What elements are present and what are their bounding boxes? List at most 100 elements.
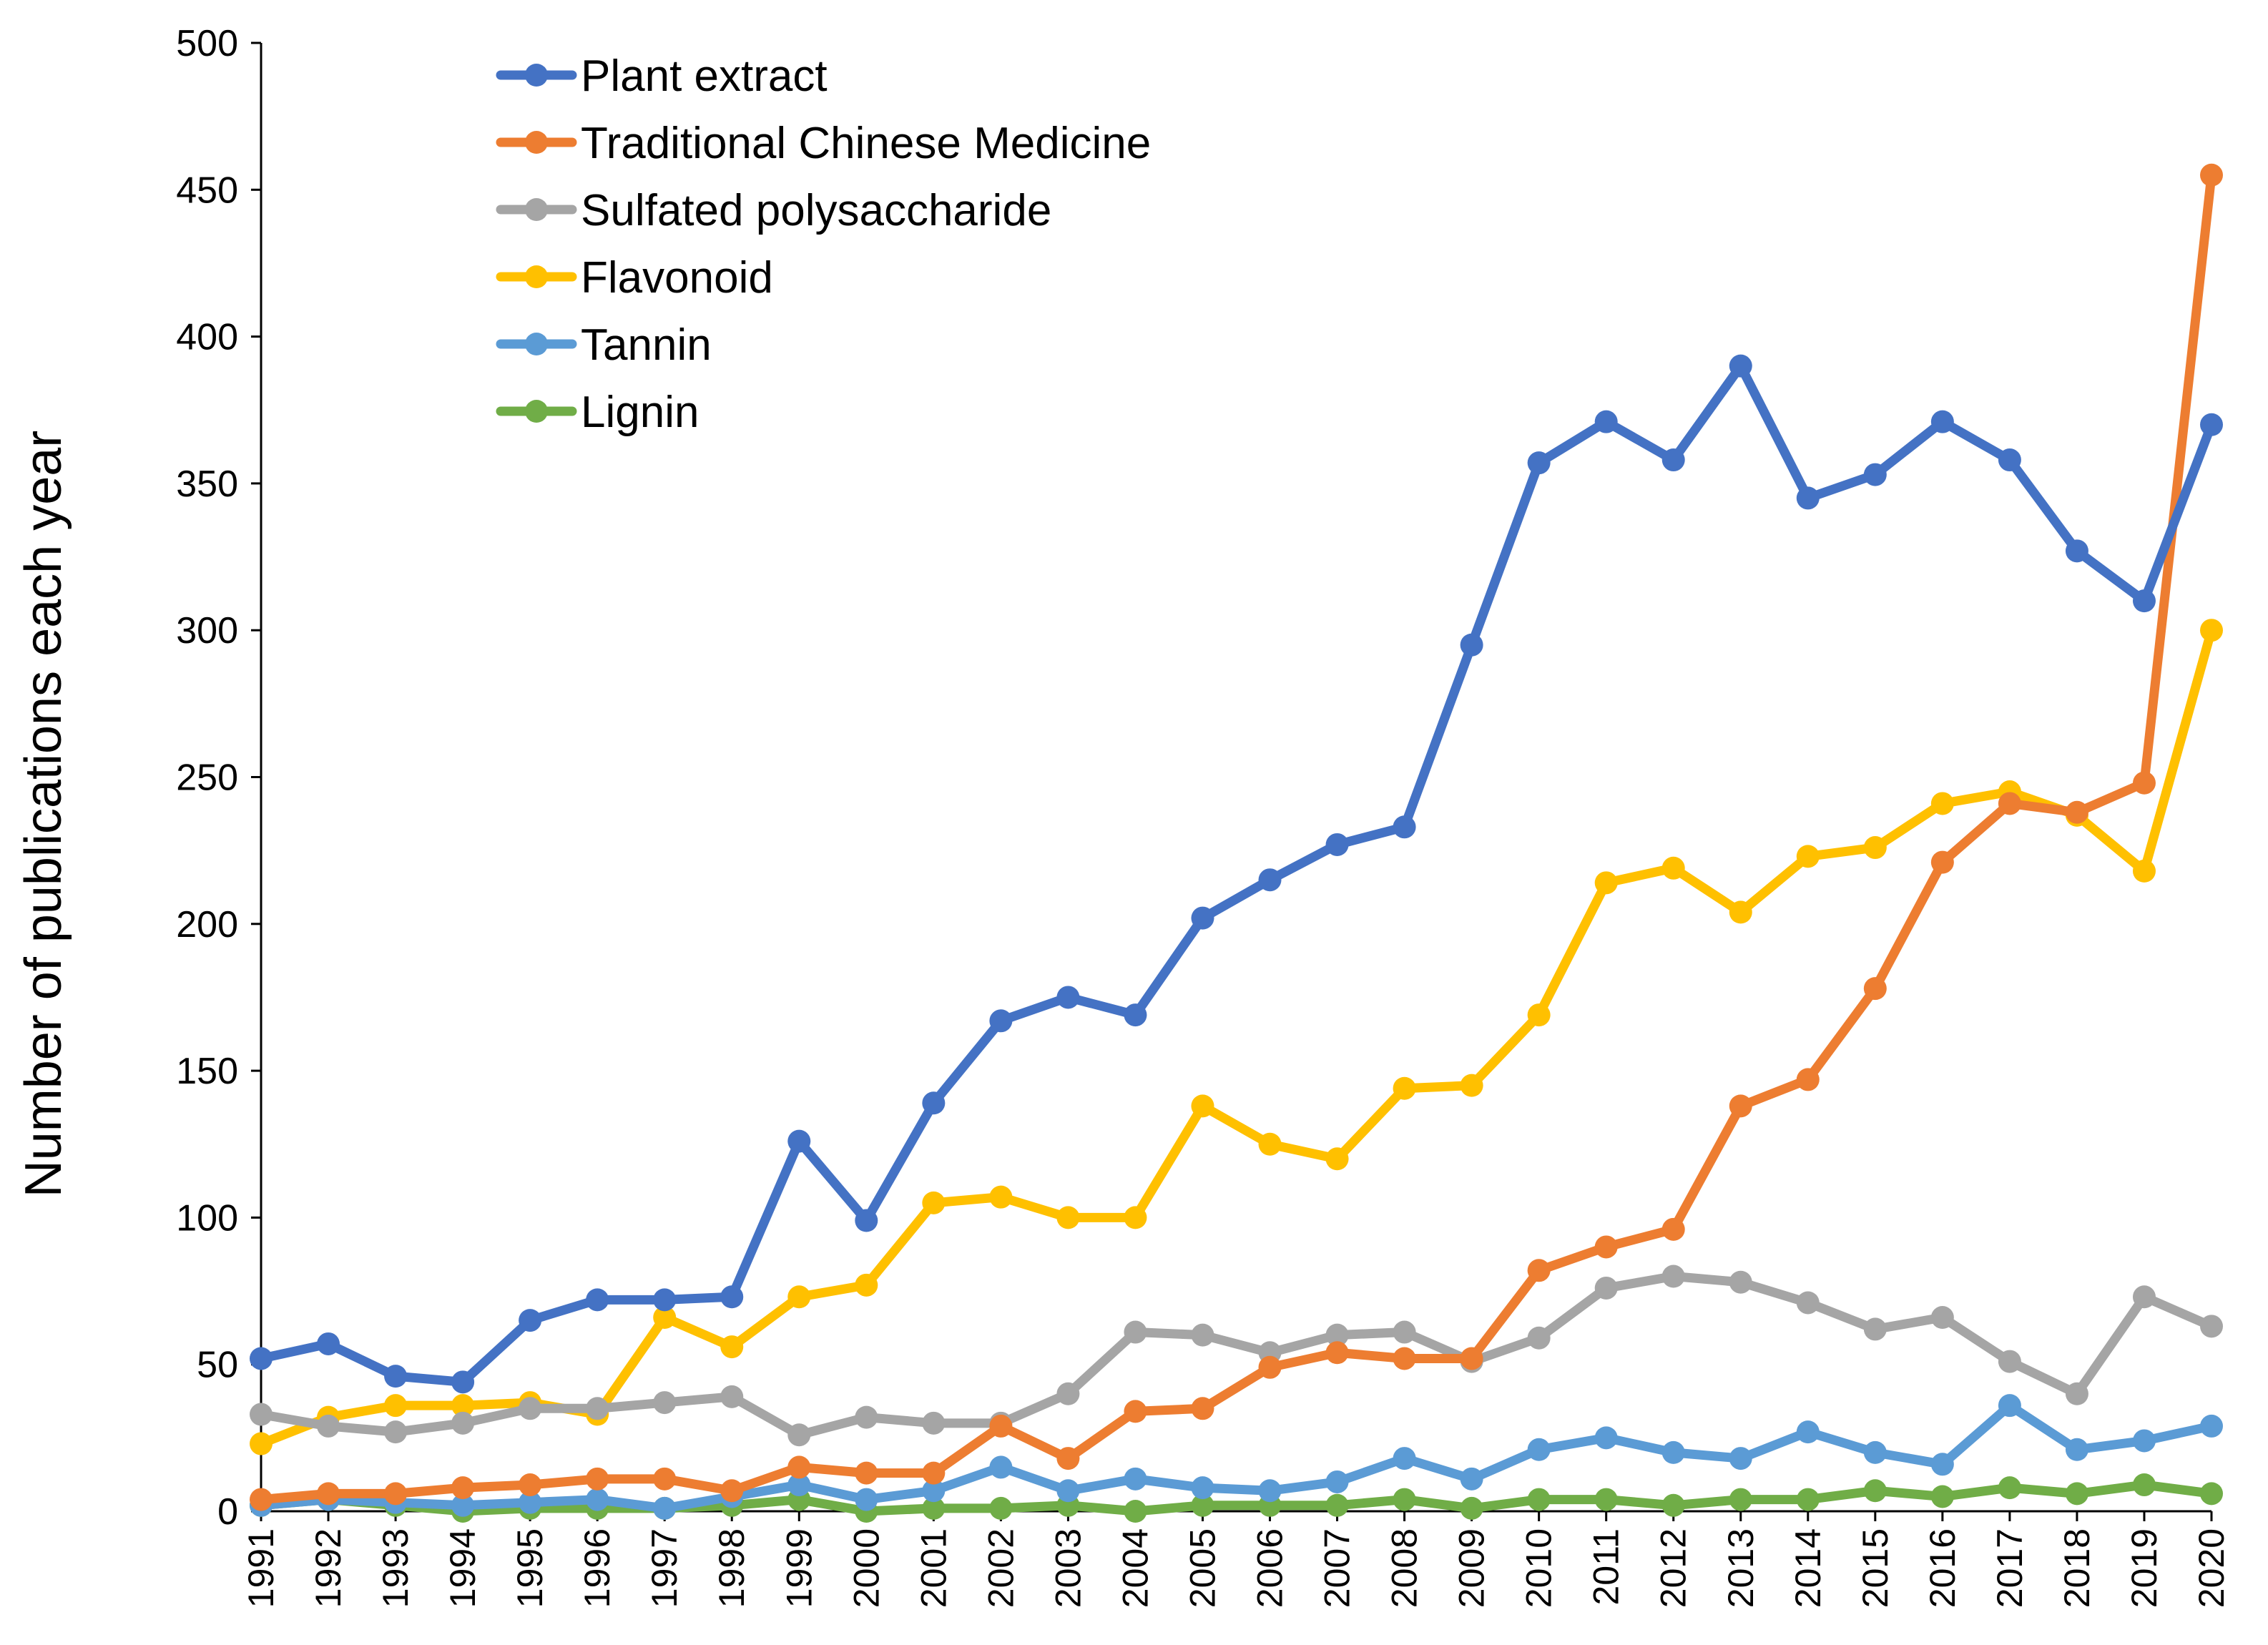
data-point <box>250 1432 273 1455</box>
data-point <box>2132 1285 2156 1309</box>
data-point <box>1258 1479 1282 1503</box>
data-point <box>1191 906 1214 930</box>
y-tick-label: 350 <box>176 463 238 505</box>
series-tannin <box>250 1394 2223 1520</box>
data-point <box>1460 633 1483 657</box>
legend-swatch-marker <box>525 131 548 154</box>
y-tick-label: 0 <box>217 1491 238 1533</box>
data-point <box>855 1405 878 1429</box>
x-tick-label: 2002 <box>981 1528 1021 1608</box>
x-tick-label: 1999 <box>779 1528 819 1608</box>
data-point <box>653 1288 677 1312</box>
data-point <box>1325 1341 1349 1365</box>
data-point <box>2065 1382 2088 1405</box>
y-tick-label: 450 <box>176 170 238 211</box>
x-tick-label: 1995 <box>510 1528 550 1608</box>
data-point <box>519 1491 542 1514</box>
x-tick-label: 2013 <box>1721 1528 1761 1608</box>
data-point <box>1191 1493 1214 1517</box>
data-point <box>1325 1323 1349 1347</box>
y-tick-label: 150 <box>176 1051 238 1092</box>
x-tick-label: 2016 <box>1923 1528 1963 1608</box>
x-tick-label: 2010 <box>1519 1528 1559 1608</box>
data-point <box>519 1473 542 1497</box>
data-point <box>1393 1347 1416 1370</box>
data-point <box>1258 868 1282 892</box>
data-point <box>2065 539 2088 563</box>
x-tick-label: 2000 <box>846 1528 886 1608</box>
data-point <box>1998 1476 2021 1500</box>
data-point <box>1393 1488 1416 1511</box>
data-point <box>586 1288 609 1312</box>
data-point <box>989 1009 1013 1033</box>
series-traditional-chinese-medicine <box>250 163 2223 1511</box>
x-tick-label: 2006 <box>1250 1528 1290 1608</box>
data-point <box>1998 1350 2021 1373</box>
data-point <box>1863 463 1887 486</box>
data-point <box>720 1479 744 1503</box>
data-point <box>317 1414 340 1438</box>
legend: Plant extract Traditional Chinese Medicin… <box>496 51 1151 437</box>
data-point <box>1729 900 1752 924</box>
data-point <box>451 1493 475 1517</box>
data-point <box>586 1488 609 1511</box>
data-point <box>451 1370 475 1394</box>
data-point <box>855 1461 878 1485</box>
data-point <box>1863 1479 1887 1503</box>
data-point <box>2132 859 2156 883</box>
data-point <box>1998 448 2021 472</box>
data-point <box>1930 1485 1954 1508</box>
data-point <box>451 1394 475 1418</box>
series-line <box>256 1272 2217 1440</box>
data-point <box>787 1129 811 1153</box>
data-point <box>787 1285 811 1309</box>
data-point <box>384 1394 408 1418</box>
series-flavonoid <box>250 619 2223 1455</box>
x-tick-label: 2020 <box>2191 1528 2232 1608</box>
data-point <box>989 1185 1013 1209</box>
data-point <box>1527 1488 1551 1511</box>
data-point <box>1661 1265 1685 1288</box>
data-point <box>855 1209 878 1232</box>
legend-swatch-marker <box>525 64 548 87</box>
data-point <box>1594 871 1618 895</box>
data-point <box>1460 1496 1483 1520</box>
data-point <box>989 1455 1013 1479</box>
data-point <box>1527 1003 1551 1027</box>
data-point <box>451 1476 475 1500</box>
legend-item: Lignin <box>496 388 699 437</box>
legend-label: Flavonoid <box>581 253 773 303</box>
y-tick-label: 100 <box>176 1197 238 1239</box>
data-point <box>1796 1291 1820 1315</box>
data-point <box>1594 1488 1618 1511</box>
data-point <box>922 1091 946 1115</box>
data-point <box>1594 1235 1618 1259</box>
x-tick-label: 2001 <box>913 1528 953 1608</box>
legend-label: Tannin <box>581 320 712 370</box>
data-point <box>989 1414 1013 1438</box>
data-point <box>2200 619 2223 642</box>
data-point <box>250 1347 273 1370</box>
data-point <box>1460 1074 1483 1097</box>
x-tick-label: 2014 <box>1788 1528 1828 1608</box>
x-tick-label: 2012 <box>1654 1528 1694 1608</box>
legend-swatch-marker <box>525 265 548 288</box>
data-point <box>720 1385 744 1408</box>
data-point <box>1594 410 1618 433</box>
y-tick-label: 50 <box>197 1345 238 1386</box>
x-tick-label: 1993 <box>375 1528 416 1608</box>
data-point <box>1056 1206 1080 1229</box>
x-tick-label: 2003 <box>1048 1528 1088 1608</box>
y-axis-title: Number of publications each year <box>15 431 72 1198</box>
x-tick-label: 1991 <box>241 1528 281 1608</box>
data-point <box>519 1397 542 1420</box>
data-point <box>1661 1440 1685 1464</box>
data-point <box>1527 451 1551 475</box>
data-point <box>2065 1438 2088 1461</box>
data-point <box>1460 1467 1483 1491</box>
data-point <box>586 1467 609 1491</box>
series-sulfated-polysaccharide <box>250 1265 2223 1447</box>
x-tick-label: 2009 <box>1452 1528 1492 1608</box>
data-point <box>1056 1447 1080 1470</box>
data-point <box>1796 1068 1820 1091</box>
